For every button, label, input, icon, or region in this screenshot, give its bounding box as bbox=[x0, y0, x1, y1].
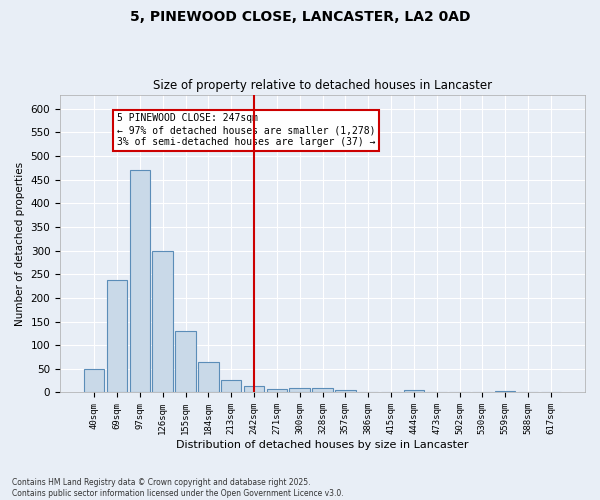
Bar bbox=[198, 362, 218, 392]
X-axis label: Distribution of detached houses by size in Lancaster: Distribution of detached houses by size … bbox=[176, 440, 469, 450]
Text: Contains HM Land Registry data © Crown copyright and database right 2025.
Contai: Contains HM Land Registry data © Crown c… bbox=[12, 478, 344, 498]
Bar bbox=[266, 388, 287, 392]
Bar bbox=[495, 390, 515, 392]
Text: 5 PINEWOOD CLOSE: 247sqm
← 97% of detached houses are smaller (1,278)
3% of semi: 5 PINEWOOD CLOSE: 247sqm ← 97% of detach… bbox=[117, 114, 376, 146]
Bar bbox=[175, 331, 196, 392]
Bar bbox=[312, 388, 333, 392]
Y-axis label: Number of detached properties: Number of detached properties bbox=[15, 162, 25, 326]
Bar bbox=[244, 386, 264, 392]
Bar bbox=[130, 170, 150, 392]
Bar bbox=[404, 390, 424, 392]
Bar bbox=[335, 390, 356, 392]
Bar bbox=[107, 280, 127, 392]
Bar bbox=[84, 369, 104, 392]
Bar bbox=[152, 250, 173, 392]
Bar bbox=[289, 388, 310, 392]
Text: 5, PINEWOOD CLOSE, LANCASTER, LA2 0AD: 5, PINEWOOD CLOSE, LANCASTER, LA2 0AD bbox=[130, 10, 470, 24]
Title: Size of property relative to detached houses in Lancaster: Size of property relative to detached ho… bbox=[153, 79, 492, 92]
Bar bbox=[221, 380, 241, 392]
